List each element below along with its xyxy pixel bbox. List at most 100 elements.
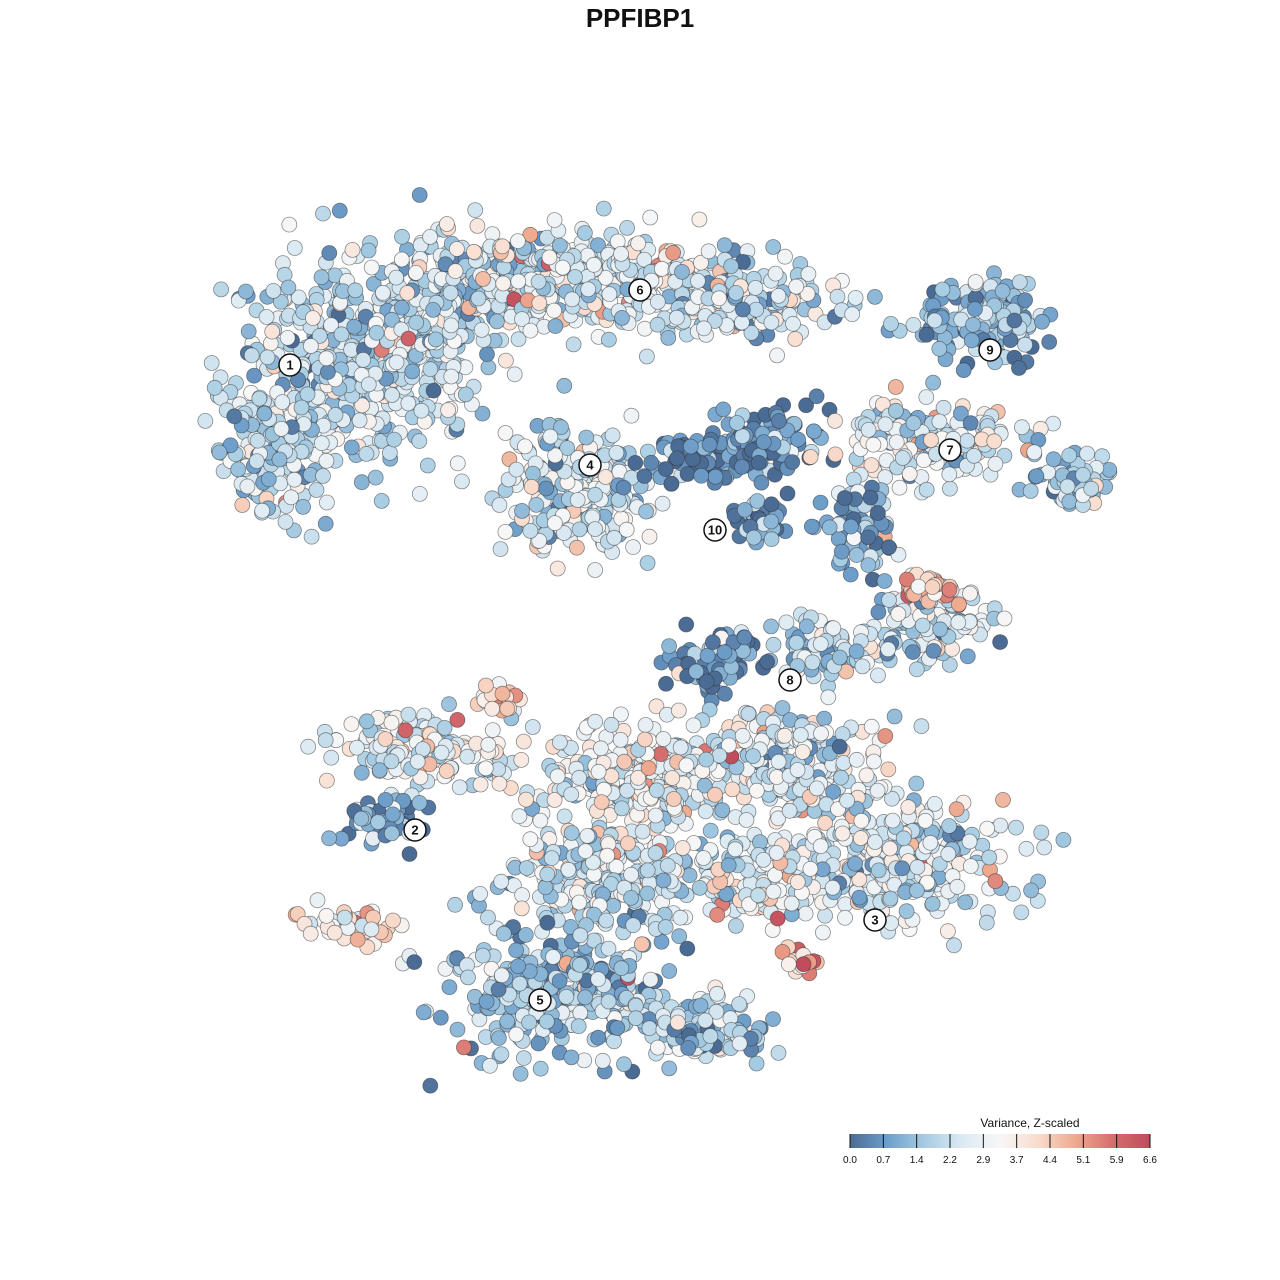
cell-point	[765, 239, 782, 255]
cell-point	[493, 873, 510, 890]
cell-point	[246, 367, 263, 384]
cell-point	[641, 528, 658, 545]
cell-point	[820, 689, 837, 706]
cell-point	[951, 596, 967, 613]
cell-point	[979, 820, 996, 837]
cell-point	[880, 641, 896, 658]
cell-point	[946, 937, 962, 954]
cell-point	[948, 801, 965, 818]
cluster-label-text: 2	[411, 823, 418, 838]
cell-point	[353, 810, 370, 827]
cell-point	[763, 618, 779, 635]
cell-point	[763, 513, 780, 530]
cell-point	[318, 452, 335, 469]
cell-point	[886, 708, 903, 725]
cell-point	[315, 205, 331, 222]
cell-point	[914, 617, 931, 634]
cell-point	[835, 755, 852, 771]
cell-point	[206, 379, 223, 396]
cell-point	[888, 434, 905, 451]
cell-point	[213, 281, 230, 298]
cell-point	[697, 1012, 714, 1029]
cell-point	[652, 746, 669, 762]
cell-point	[393, 251, 410, 268]
cell-point	[955, 362, 972, 379]
cell-point	[567, 269, 583, 285]
cell-point	[347, 282, 364, 299]
cell-point	[358, 445, 375, 462]
cell-point	[514, 311, 530, 328]
cell-point	[770, 287, 787, 304]
cell-point	[661, 1060, 678, 1077]
cell-point	[797, 905, 814, 922]
cell-point	[664, 770, 681, 786]
cell-point	[558, 988, 575, 1005]
cell-point	[659, 857, 676, 874]
cell-point	[577, 225, 593, 241]
cell-point	[735, 301, 751, 318]
cell-point	[539, 914, 556, 931]
cell-point	[777, 248, 793, 265]
cell-point	[679, 466, 696, 482]
cell-point	[286, 240, 303, 256]
color-legend: Variance, Z-scaled 0.0 0.7 1.4 2.2 2.9 3.7 4.4…	[843, 1116, 1157, 1166]
cell-point	[546, 212, 563, 229]
cell-point	[251, 390, 268, 407]
cell-point	[1011, 360, 1027, 376]
cell-point	[1013, 904, 1030, 921]
cell-point	[848, 547, 865, 563]
cell-point	[731, 1035, 748, 1052]
cell-point	[867, 288, 883, 305]
cell-point	[451, 779, 468, 796]
cell-point	[918, 389, 935, 406]
cell-point	[542, 428, 559, 445]
cell-point	[211, 444, 228, 461]
cell-point	[941, 582, 958, 598]
cell-point	[802, 861, 819, 877]
cell-point	[748, 1055, 765, 1072]
cell-point	[363, 921, 380, 938]
cell-point	[961, 833, 978, 850]
cell-point	[318, 772, 335, 789]
cell-point	[658, 461, 674, 478]
cell-point	[941, 818, 957, 834]
cell-point	[323, 749, 340, 766]
cell-point	[447, 896, 464, 913]
cell-point	[353, 764, 370, 781]
cell-point	[654, 260, 670, 277]
cell-point	[747, 279, 764, 296]
cell-point	[373, 492, 390, 509]
cell-point	[789, 874, 806, 890]
cell-point	[706, 313, 723, 329]
cell-point	[353, 474, 370, 491]
cell-point	[556, 377, 573, 394]
cell-point	[577, 989, 593, 1006]
cell-point	[707, 786, 723, 803]
cell-point	[924, 579, 941, 595]
cell-point	[477, 760, 494, 777]
cell-point	[1018, 840, 1035, 857]
cell-point	[354, 397, 371, 414]
cell-point	[788, 278, 805, 295]
cell-point	[665, 791, 682, 807]
cell-point	[383, 825, 400, 842]
cell-point	[783, 895, 800, 912]
cell-point	[469, 217, 486, 234]
cell-point	[891, 479, 908, 496]
cell-point	[302, 925, 319, 942]
cell-point	[411, 187, 428, 203]
cell-point	[333, 326, 350, 343]
cell-point	[922, 834, 939, 851]
cell-point	[697, 803, 714, 820]
cluster-label-6: 6	[628, 278, 652, 302]
cell-point	[880, 761, 897, 778]
cell-point	[806, 423, 822, 440]
cell-point	[497, 352, 514, 369]
cell-point	[1028, 468, 1045, 485]
cell-point	[494, 685, 511, 702]
cell-point	[942, 480, 958, 497]
cell-point	[833, 543, 850, 560]
cell-point	[590, 1029, 607, 1046]
cell-point	[940, 846, 957, 862]
cell-point	[992, 817, 1009, 834]
